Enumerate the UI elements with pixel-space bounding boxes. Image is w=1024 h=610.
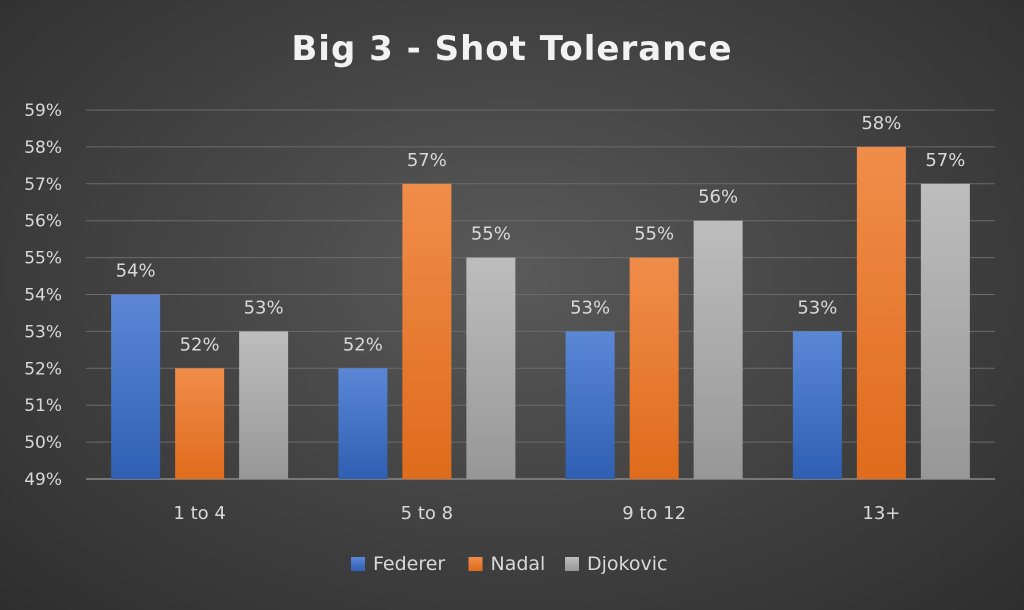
data-label: 55% [634,224,674,245]
data-label: 55% [471,224,511,245]
legend-label-djokovic: Djokovic [587,553,667,575]
data-label: 52% [180,334,220,355]
bar-djokovic-3 [920,183,970,480]
data-label: 52% [343,334,383,355]
data-label: 53% [244,297,284,318]
data-label: 57% [407,150,447,171]
bar-djokovic-2 [693,220,743,479]
y-tick-label: 58% [24,138,62,158]
bars [111,146,970,480]
data-label: 58% [861,113,901,134]
y-tick-label: 56% [24,212,62,232]
y-axis-ticks: 49% 50% 51% 52% 53% 54% 55% 56% 57% 58% 59% [24,101,62,490]
data-labels: 54% 52% 53% 52% 57% 55% 53% 55% 56% 53% 58% 57% [116,113,966,355]
y-tick-label: 55% [24,249,62,269]
x-axis-categories: 1 to 4 5 to 8 9 to 12 13+ [173,503,900,524]
legend-swatch-djokovic [565,557,579,571]
data-label: 53% [570,297,610,318]
legend-swatch-federer [351,557,365,571]
chart-title: Big 3 - Shot Tolerance [291,29,732,69]
x-category-label: 13+ [862,503,900,524]
y-tick-label: 59% [24,101,62,121]
y-tick-label: 50% [24,433,62,453]
bar-federer-3 [792,331,842,479]
bar-federer-1 [338,368,388,479]
bar-djokovic-1 [466,257,516,479]
legend-label-federer: Federer [373,553,445,575]
data-label: 54% [116,261,156,282]
bar-federer-0 [111,294,161,479]
data-label: 57% [925,150,965,171]
bar-federer-2 [565,331,615,479]
legend-label-nadal: Nadal [491,553,546,575]
bar-djokovic-0 [239,331,289,479]
y-tick-label: 49% [24,470,62,490]
x-category-label: 1 to 4 [173,503,225,524]
data-label: 53% [797,297,837,318]
bar-nadal-2 [629,257,679,479]
y-tick-label: 57% [24,175,62,195]
y-tick-label: 51% [24,396,62,416]
x-category-label: 5 to 8 [401,503,453,524]
bar-nadal-0 [175,368,225,479]
bar-nadal-3 [856,146,906,479]
y-tick-label: 52% [24,359,62,379]
data-label: 56% [698,187,738,208]
y-tick-label: 54% [24,286,62,306]
y-tick-label: 53% [24,322,62,342]
legend-swatch-nadal [468,557,483,571]
gridlines [86,109,995,480]
bar-nadal-1 [402,183,452,480]
x-category-label: 9 to 12 [622,503,686,524]
legend: Federer Nadal Djokovic [351,553,667,575]
